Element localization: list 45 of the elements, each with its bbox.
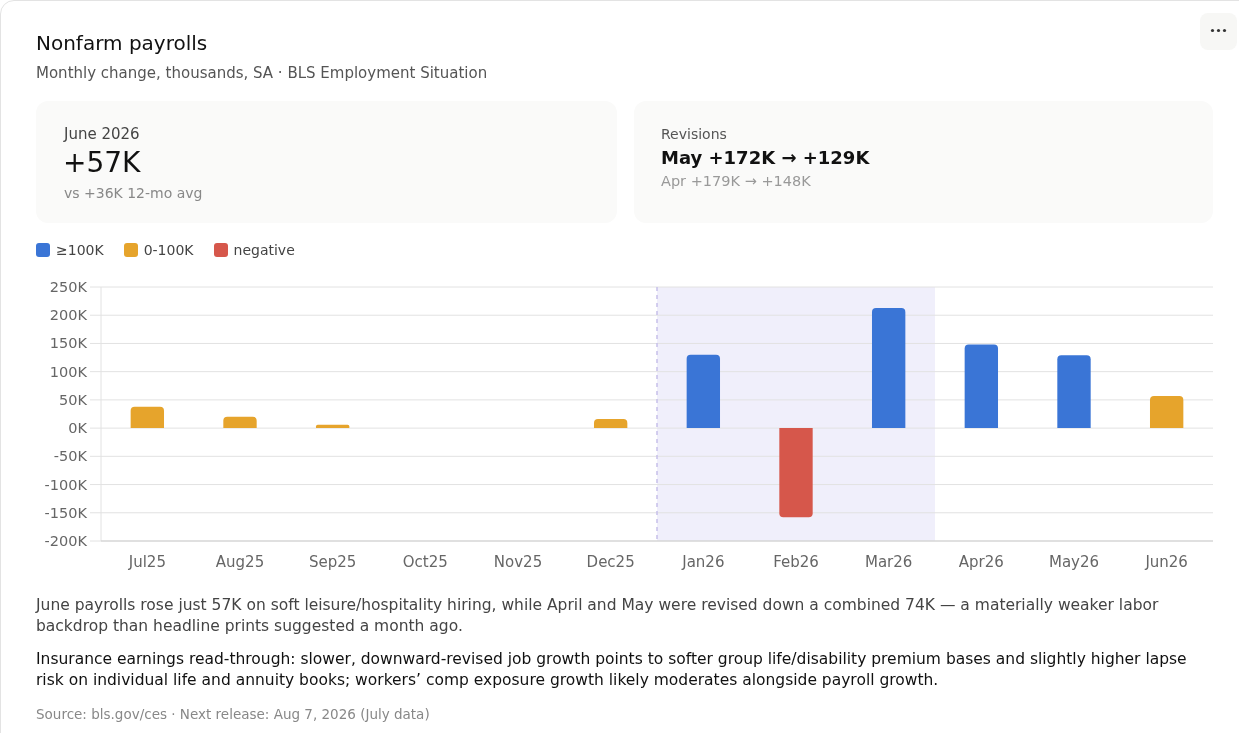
text: vs +36K 12-mo avg bbox=[64, 184, 203, 203]
text: June payrolls rose just 57K on soft leisure/hospitality hiring, while April and May were revised down a combined 74K — a materially weaker labor backdrop than headline prints suggested a month ago. bbox=[36, 595, 1160, 637]
source-note: Source: bls.gov/ces · Next release: Aug 7, 2026 (July data) bbox=[36, 705, 430, 724]
x-tick-label: Dec25 bbox=[586, 553, 635, 571]
legend-label: ≥100K bbox=[56, 241, 104, 260]
x-tick-label: Aug25 bbox=[215, 553, 265, 571]
y-tick-label: -150K bbox=[44, 504, 88, 521]
text: Insurance earnings read-through: slower, downward-revised job growth points to softer group life/disability premium bases and slightly higher lapse risk on individual life and annuity books; workers’ comp exposure growth likely moderates alongside payroll growth. bbox=[36, 649, 1188, 691]
x-tick-label: Jul25 bbox=[127, 553, 166, 571]
text: Apr +179K → +148K bbox=[661, 172, 811, 191]
y-tick-label: 50K bbox=[59, 391, 88, 408]
text: +57K bbox=[63, 146, 141, 180]
x-tick-label: Mar26 bbox=[864, 553, 913, 571]
y-tick-label: 150K bbox=[49, 335, 88, 352]
y-tick-label: 0K bbox=[68, 420, 88, 437]
bar bbox=[686, 354, 721, 429]
bar bbox=[223, 416, 257, 429]
x-tick-label: Sep25 bbox=[308, 553, 357, 571]
x-tick-label: Nov25 bbox=[493, 553, 543, 571]
bar bbox=[964, 344, 999, 429]
bar bbox=[1149, 395, 1184, 429]
x-tick-label: Feb26 bbox=[773, 553, 819, 571]
x-tick-label: Jan26 bbox=[681, 553, 725, 571]
bar bbox=[130, 406, 165, 429]
x-tick-label: Oct25 bbox=[402, 553, 448, 571]
bar bbox=[871, 307, 906, 429]
y-tick-label: -100K bbox=[44, 476, 88, 493]
legend-label: 0-100K bbox=[143, 241, 194, 260]
text: May +172K → +129K bbox=[661, 146, 870, 170]
x-tick-label: May26 bbox=[1048, 553, 1100, 571]
bar bbox=[1057, 355, 1091, 429]
chart-subtitle: Monthly change, thousands, SA · BLS Employment Situation bbox=[36, 63, 488, 83]
y-tick-label: 200K bbox=[49, 307, 88, 324]
chart-title: Nonfarm payrolls bbox=[36, 30, 208, 56]
bar bbox=[593, 419, 628, 429]
text: June 2026 bbox=[64, 124, 140, 144]
x-tick-label: Jun26 bbox=[1144, 553, 1188, 571]
legend-label: negative bbox=[233, 241, 295, 260]
y-tick-label: -200K bbox=[44, 533, 88, 549]
y-tick-label: 250K bbox=[49, 279, 88, 295]
text: Revisions bbox=[661, 125, 727, 144]
x-tick-label: Apr26 bbox=[958, 553, 1004, 571]
bar bbox=[779, 428, 813, 518]
y-tick-label: -50K bbox=[53, 448, 88, 465]
y-tick-label: 100K bbox=[49, 363, 88, 380]
